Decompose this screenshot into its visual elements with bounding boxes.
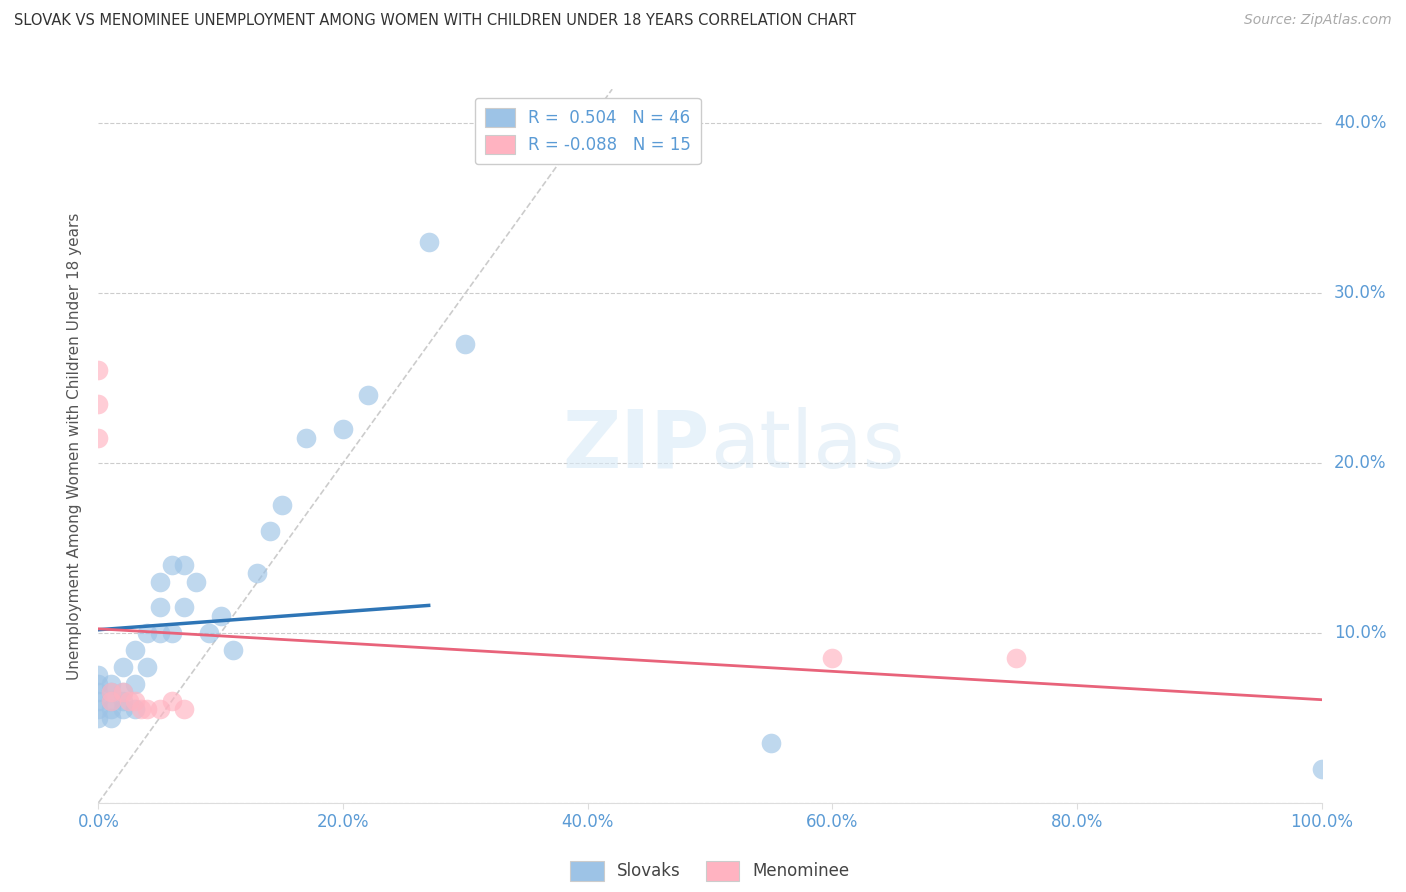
Point <box>100 694 122 708</box>
Point <box>246 566 269 581</box>
Legend: Slovaks, Menominee: Slovaks, Menominee <box>564 855 856 888</box>
Point <box>173 600 195 615</box>
Point <box>100 685 122 699</box>
Point <box>186 574 208 589</box>
Point <box>1004 651 1026 665</box>
Point <box>111 685 134 699</box>
Point <box>100 711 122 725</box>
Point <box>100 702 122 716</box>
Point <box>100 685 122 699</box>
Point <box>149 574 172 589</box>
Point <box>87 362 110 376</box>
Point <box>124 643 146 657</box>
Point <box>160 558 183 572</box>
Point <box>295 430 318 444</box>
Point <box>821 651 844 665</box>
Point <box>87 430 110 444</box>
Text: 40.0%: 40.0% <box>1334 114 1386 132</box>
Point <box>761 736 783 750</box>
Point <box>197 626 219 640</box>
Text: atlas: atlas <box>710 407 904 485</box>
Point <box>332 422 354 436</box>
Point <box>149 600 172 615</box>
Point <box>124 702 146 716</box>
Point <box>454 337 477 351</box>
Point <box>356 388 378 402</box>
Point <box>129 702 152 716</box>
Point <box>100 694 122 708</box>
Point <box>209 608 232 623</box>
Point <box>87 396 110 410</box>
Text: 10.0%: 10.0% <box>1334 624 1386 642</box>
Point <box>87 677 110 691</box>
Point <box>259 524 281 538</box>
Point <box>87 694 110 708</box>
Point <box>149 702 172 716</box>
Point <box>111 685 134 699</box>
Point <box>87 702 110 716</box>
Point <box>136 702 159 716</box>
Point <box>111 660 134 674</box>
Point <box>87 668 110 682</box>
Point <box>124 677 146 691</box>
Point <box>1310 762 1333 776</box>
Point <box>111 694 134 708</box>
Point <box>136 626 159 640</box>
Point <box>124 694 146 708</box>
Point <box>173 558 195 572</box>
Point <box>87 711 110 725</box>
Point <box>222 643 245 657</box>
Point <box>118 694 141 708</box>
Text: SLOVAK VS MENOMINEE UNEMPLOYMENT AMONG WOMEN WITH CHILDREN UNDER 18 YEARS CORREL: SLOVAK VS MENOMINEE UNEMPLOYMENT AMONG W… <box>14 13 856 29</box>
Text: Source: ZipAtlas.com: Source: ZipAtlas.com <box>1244 13 1392 28</box>
Point <box>100 677 122 691</box>
Point <box>418 235 440 249</box>
Point <box>160 694 183 708</box>
Point <box>270 499 294 513</box>
Point <box>149 626 172 640</box>
Y-axis label: Unemployment Among Women with Children Under 18 years: Unemployment Among Women with Children U… <box>67 212 83 680</box>
Point <box>173 702 195 716</box>
Point <box>87 685 110 699</box>
Point <box>111 702 134 716</box>
Text: 20.0%: 20.0% <box>1334 454 1386 472</box>
Point <box>160 626 183 640</box>
Text: 30.0%: 30.0% <box>1334 284 1386 302</box>
Point <box>136 660 159 674</box>
Text: ZIP: ZIP <box>562 407 710 485</box>
